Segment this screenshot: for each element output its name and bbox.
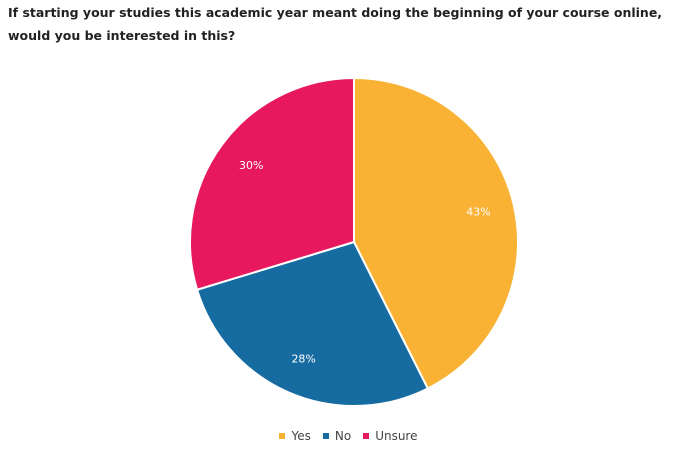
- legend-swatch: [363, 433, 370, 439]
- legend-item: No: [322, 429, 352, 443]
- legend-label: Unsure: [375, 429, 418, 443]
- pie-slice: [353, 76, 519, 390]
- legend-item: Yes: [279, 429, 311, 443]
- legend-label: No: [334, 429, 352, 443]
- pie-slice: [189, 76, 355, 292]
- legend-item: Unsure: [363, 429, 418, 443]
- chart-title: If starting your studies this academic y…: [8, 5, 663, 43]
- slice-label: 43%: [466, 205, 490, 218]
- pie-slice: [195, 240, 430, 407]
- slice-label: 30%: [239, 159, 263, 172]
- slice-label: 28%: [291, 353, 315, 366]
- legend: Yes No Unsure: [0, 429, 697, 443]
- legend-label: Yes: [291, 429, 311, 443]
- legend-swatch: [322, 433, 329, 439]
- legend-swatch: [279, 433, 286, 439]
